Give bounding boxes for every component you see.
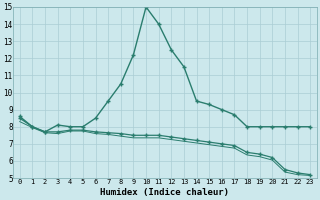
X-axis label: Humidex (Indice chaleur): Humidex (Indice chaleur) — [100, 188, 229, 197]
